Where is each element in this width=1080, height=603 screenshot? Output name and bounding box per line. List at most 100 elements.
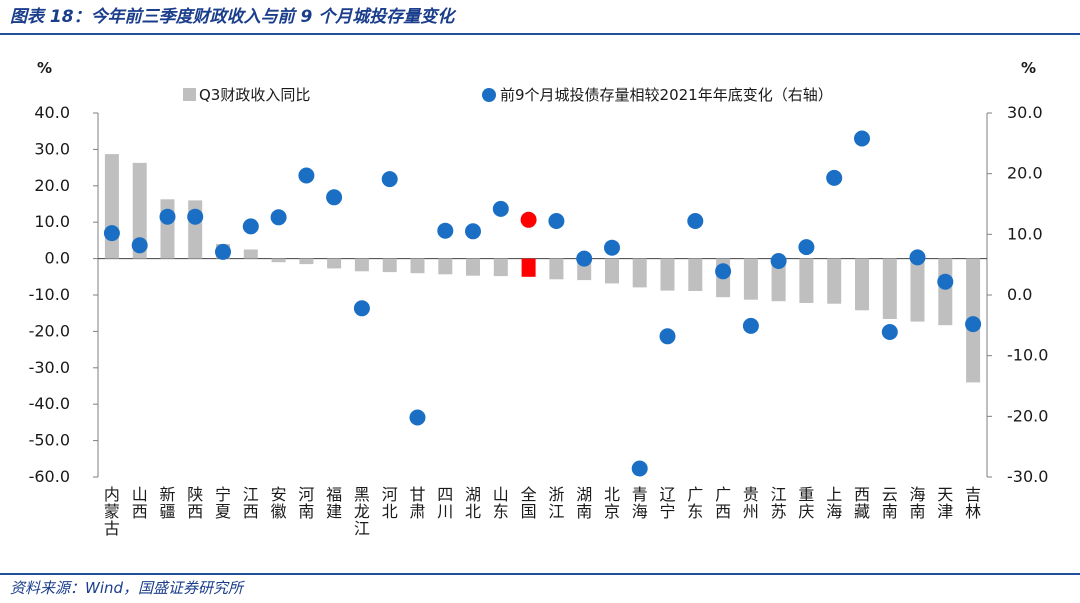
scatter-point — [520, 211, 537, 228]
category-label: 贵州 — [743, 485, 759, 521]
legend-bar-label: Q3财政收入同比 — [199, 86, 310, 104]
category-label: 福建 — [326, 485, 342, 521]
scatter-point — [409, 409, 426, 426]
left-axis-unit: % — [37, 59, 52, 77]
scatter-point — [687, 213, 704, 229]
scatter-point — [854, 130, 870, 147]
bar — [132, 162, 147, 259]
category-label: 甘肃 — [409, 485, 425, 521]
category-label: 重庆 — [798, 485, 814, 521]
category-label: 全国 — [521, 485, 537, 521]
left-tick-label: -40.0 — [29, 394, 70, 413]
bar — [771, 258, 786, 302]
bar — [243, 249, 258, 259]
category-label: 辽宁 — [659, 485, 675, 521]
title-rule — [0, 33, 1080, 35]
figure-title: 图表 18：今年前三季度财政收入与前 9 个月城投存量变化 — [10, 7, 455, 27]
left-tick-label: 30.0 — [34, 139, 70, 158]
category-label: 宁夏 — [215, 485, 231, 521]
scatter-point — [798, 239, 815, 256]
right-tick-label: -10.0 — [1007, 346, 1048, 365]
category-label: 黑龙江 — [354, 485, 370, 538]
bar — [382, 258, 397, 273]
scatter-point — [604, 239, 620, 256]
bar — [799, 258, 814, 303]
legend: Q3财政收入同比 前9个月城投债存量相较2021年年底变化（右轴） — [183, 86, 833, 104]
category-label: 山东 — [493, 485, 509, 521]
scatter-point — [298, 167, 315, 184]
bar — [855, 258, 869, 311]
bar — [688, 258, 703, 291]
category-label: 山西 — [132, 485, 148, 521]
bar — [299, 258, 314, 265]
legend-dot-swatch — [482, 88, 496, 102]
scatter-point — [576, 250, 593, 267]
scatter-point — [881, 324, 898, 340]
right-tick-label: 0.0 — [1007, 285, 1032, 304]
right-tick-label: -30.0 — [1007, 467, 1048, 486]
figure-source: 资料来源：Wind，国盛证券研究所 — [10, 579, 244, 597]
scatter-series — [103, 130, 982, 477]
category-label: 河南 — [298, 485, 314, 521]
left-tick-label: -30.0 — [29, 358, 70, 377]
category-label: 海南 — [909, 485, 925, 521]
category-label: 河北 — [382, 485, 398, 521]
scatter-point — [437, 222, 454, 239]
scatter-point — [242, 218, 259, 235]
source-rule — [0, 573, 1080, 575]
scatter-point — [465, 223, 481, 240]
left-tick-label: -20.0 — [29, 321, 70, 340]
scatter-point — [715, 263, 732, 280]
category-label: 吉林 — [965, 485, 981, 521]
tick-labels: 40.0 30.0 20.0 10.0 0.0 -10.0 -20.0 -30.0 -40.0 -… — [29, 103, 1049, 538]
bar — [521, 258, 536, 277]
scatter-point — [492, 200, 509, 217]
scatter-point — [270, 209, 287, 226]
right-tick-label: 30.0 — [1007, 103, 1043, 122]
legend-bar-swatch — [183, 88, 196, 101]
scatter-point — [159, 208, 176, 225]
scatter-point — [548, 213, 565, 229]
left-tick-label: 0.0 — [45, 249, 70, 268]
scatter-point — [937, 273, 954, 290]
scatter-point — [659, 328, 676, 345]
scatter-point — [965, 316, 982, 333]
scatter-point — [215, 243, 231, 260]
scatter-point — [131, 237, 148, 254]
category-label: 陕西 — [187, 485, 203, 521]
category-label: 西藏 — [854, 485, 870, 521]
category-label: 安徽 — [271, 485, 287, 521]
bar — [104, 154, 119, 259]
bar — [882, 258, 897, 319]
bar — [493, 258, 508, 277]
category-label: 四川 — [437, 485, 453, 521]
category-label: 广西 — [715, 485, 731, 521]
category-label: 内蒙古 — [104, 485, 120, 538]
bar — [354, 258, 369, 272]
scatter-point — [353, 300, 370, 317]
scatter-point — [381, 171, 398, 188]
left-tick-label: 20.0 — [34, 176, 70, 195]
right-tick-label: 10.0 — [1007, 224, 1043, 243]
scatter-point — [909, 249, 926, 266]
category-label: 上海 — [826, 485, 842, 521]
left-tick-label: -50.0 — [29, 431, 70, 450]
bar — [660, 258, 675, 291]
bar — [632, 258, 647, 288]
category-label: 新疆 — [159, 485, 175, 521]
right-axis-unit: % — [1021, 59, 1036, 77]
scatter-point — [103, 225, 120, 242]
bar — [410, 258, 425, 274]
legend-dot-label: 前9个月城投债存量相较2021年年底变化（右轴） — [500, 86, 833, 104]
scatter-point — [187, 208, 204, 225]
bar — [327, 258, 342, 269]
category-label: 江苏 — [771, 485, 787, 521]
category-label: 湖南 — [576, 485, 592, 521]
bar — [605, 258, 619, 284]
right-tick-label: -20.0 — [1007, 406, 1048, 425]
category-label: 江西 — [243, 485, 259, 521]
left-tick-label: -60.0 — [29, 467, 70, 486]
bar — [271, 258, 286, 263]
scatter-point — [826, 169, 843, 186]
